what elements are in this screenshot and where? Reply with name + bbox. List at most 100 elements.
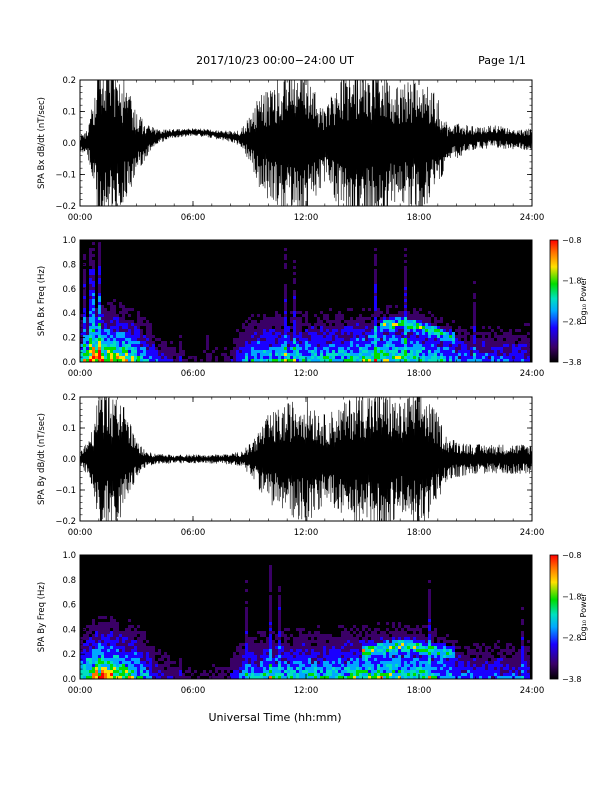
by-spectrogram-cell [215,670,218,673]
by-spectrogram-cell [119,631,122,634]
bx-spectrogram-cell [128,329,131,332]
by-spectrogram-cell [119,661,122,664]
bx-colorbar-scale [549,239,559,363]
bx-spectrogram-cell [500,344,503,347]
by-spectrogram-cell [170,667,173,670]
by-spectrogram-cell [434,631,437,634]
bx-spectrogram-cell [416,317,419,320]
by-spectrogram-image [80,555,532,679]
bx-spectrogram-cell [377,329,380,332]
bx-spectrogram-cell [212,350,215,353]
by-spectrogram-cell [368,643,371,646]
by-spectrogram-cell [83,673,86,676]
bx-spectrogram-cell [257,350,260,353]
bx-spectrogram-cell [104,317,107,320]
bx-spectrogram-cell [344,344,347,347]
bx-spectrogram-cell [431,338,434,341]
by-spectrogram-cell [524,661,527,664]
bx-spectrogram-cell [338,323,341,326]
bx-spectrogram-cell [98,266,101,269]
bx-spectrogram-cell [497,335,500,338]
bx-spectrogram-cell [254,323,257,326]
bx-spectrogram-cell [89,269,92,272]
bx-spectrogram-cell [296,341,299,344]
by-spectrogram-cell [245,652,248,655]
bx-spectrogram-cell [101,353,104,356]
bx-colorbar-tick-label: −0.8 [562,236,581,245]
bx-spectrogram-cell [281,329,284,332]
bx-spectrogram-cell [422,320,425,323]
bx-spectrogram-cell [284,299,287,302]
by-spectrogram-cell [239,673,242,676]
by-spectrogram-cell [137,676,140,679]
by-spectrogram-cell [260,646,263,649]
by-spectrogram-cell [125,637,128,640]
by-spectrogram-cell [98,649,101,652]
bx-spectrogram-cell [398,323,401,326]
by-spectrogram-cell [374,673,377,676]
bx-spectrogram-cell [296,356,299,359]
bx-spectrogram-cell [527,332,530,335]
bx-spectrogram-cell [149,326,152,329]
bx-spectrogram-cell [98,353,101,356]
by-spectrogram-cell [269,664,272,667]
by-spectrogram-cell [323,634,326,637]
by-spectrogram-cell [464,670,467,673]
by-spectrogram-cell [104,643,107,646]
bx-spectrogram-cell [350,326,353,329]
bx-spectrogram-cell [278,347,281,350]
by-spectrogram-cell [344,631,347,634]
by-spectrogram-cell [269,631,272,634]
by-spectrogram-cell [467,667,470,670]
by-spectrogram-cell [254,637,257,640]
bx-dbdt-panel: SPA Bx dB/dt (nT/sec) 00:00 06:00 12:00 … [37,76,544,223]
by-spectrogram-cell [350,664,353,667]
by-spectrogram-cell [320,667,323,670]
bx-spectrogram-cell [350,323,353,326]
bx-spectrogram-cell [104,341,107,344]
bx-spectrogram-cell [377,350,380,353]
bx-spectrogram-cell [350,353,353,356]
by-spectrogram-cell [119,670,122,673]
bx-spectrogram-cell [230,359,233,362]
by-spectrogram-cell [290,664,293,667]
by-spectrogram-cell [131,670,134,673]
bx-spectrogram-cell [398,332,401,335]
bx-spectrogram-cell [419,344,422,347]
bx-spectrogram-cell [410,314,413,317]
bx-spectrogram-cell [107,347,110,350]
bx-spectrogram-cell [131,347,134,350]
bx-spectrogram-cell [416,344,419,347]
bx-spectrogram-cell [335,314,338,317]
by-spectrogram-cell [413,664,416,667]
by-spectrogram-cell [98,646,101,649]
by-spectrogram-cell [323,667,326,670]
bx-spectrogram-cell [113,344,116,347]
by-spectrogram-cell [254,658,257,661]
bx-spectrogram-cell [92,323,95,326]
by-spectrogram-cell [140,676,143,679]
by-spectrogram-cell [335,676,338,679]
bx-spectrogram-cell [116,332,119,335]
bx-spectrogram-cell [341,353,344,356]
bx-spectrogram-cell [86,317,89,320]
by-spectrogram-cell [314,676,317,679]
by-spectrogram-cell [362,661,365,664]
by-spectrogram-cell [140,670,143,673]
by-spectrogram-cell [518,658,521,661]
by-spectrogram-cell [338,661,341,664]
bx-spectrogram-cell [431,353,434,356]
bx-spectrogram-cell [224,347,227,350]
by-spectrogram-cell [110,667,113,670]
by-spectrogram-cell [389,646,392,649]
by-spectrogram-cell [521,622,524,625]
by-spectrogram-cell [494,661,497,664]
by-spectrogram-cell [431,634,434,637]
bx-spectrogram-cell [341,332,344,335]
by-dbdt-ylabel: SPA By dB/dt (nT/sec) [37,413,47,505]
by-spectrogram-cell [404,652,407,655]
bx-spectrogram-cell [386,341,389,344]
bx-spectrogram-cell [395,305,398,308]
bx-spectrogram-cell [347,344,350,347]
bx-spectrogram-cell [476,332,479,335]
